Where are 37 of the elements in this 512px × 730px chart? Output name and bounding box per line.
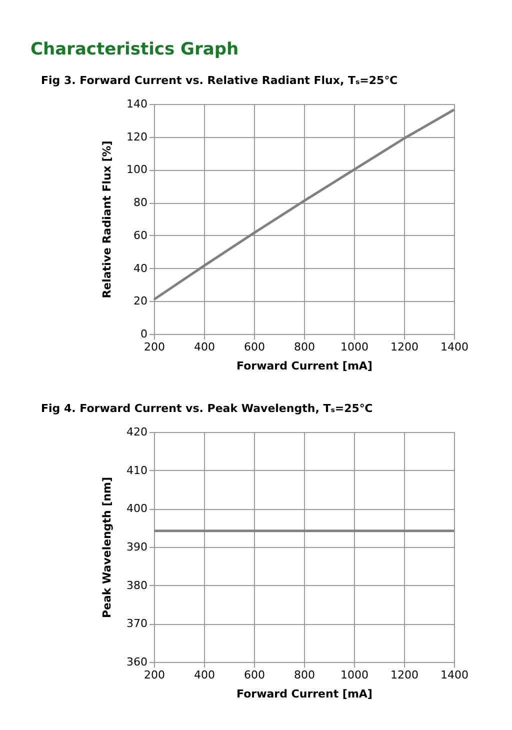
x-tick-label: 200 — [144, 340, 165, 354]
x-tick-label: 1400 — [440, 668, 468, 682]
line-series — [152, 108, 456, 301]
text: Characteristics Graph — [30, 40, 239, 60]
x-tick-label: 1200 — [390, 668, 418, 682]
y-tick-label: 360 — [126, 656, 148, 668]
x-tick-label: 1000 — [340, 340, 368, 354]
x-tick-label: 600 — [244, 668, 265, 682]
chart-title: Fig 3. Forward Current vs. Relative Radiant Flux, Tₛ=25℃ — [41, 74, 398, 87]
y-tick-label: 120 — [126, 130, 148, 144]
y-tick-label: 390 — [126, 540, 148, 554]
x-tick-label: 1400 — [440, 340, 468, 354]
x-tick-label: 600 — [244, 340, 265, 354]
x-axis-title: Forward Current [mA] — [236, 688, 372, 700]
y-tick-label: 80 — [134, 196, 148, 210]
x-tick-label: 200 — [144, 668, 165, 682]
x-tick-label: 400 — [194, 340, 215, 354]
y-tick-label: 20 — [134, 294, 148, 308]
y-axis-title: Peak Wavelength [nm] — [100, 476, 114, 618]
y-tick-label: 60 — [134, 228, 148, 242]
x-tick-label: 400 — [194, 668, 215, 682]
x-axis-title: Forward Current [mA] — [236, 360, 372, 372]
y-axis-title: Relative Radiant Flux [%] — [100, 140, 114, 298]
x-tick-label: 800 — [294, 340, 315, 354]
y-tick-label: 0 — [140, 328, 148, 340]
y-tick-label: 410 — [126, 464, 148, 477]
y-tick-label: 100 — [126, 163, 148, 176]
x-tick-label: 800 — [294, 668, 315, 682]
chart-title: Fig 4. Forward Current vs. Peak Wavelength, Tₛ=25℃ — [41, 402, 373, 415]
x-tick-label: 1000 — [340, 668, 368, 682]
y-tick-label: 420 — [126, 426, 148, 438]
y-tick-label: 400 — [126, 502, 148, 516]
y-tick-label: 40 — [134, 262, 148, 275]
y-tick-label: 380 — [126, 578, 148, 592]
x-tick-label: 1200 — [390, 340, 418, 354]
y-tick-label: 370 — [126, 617, 148, 630]
y-tick-label: 140 — [126, 98, 148, 110]
